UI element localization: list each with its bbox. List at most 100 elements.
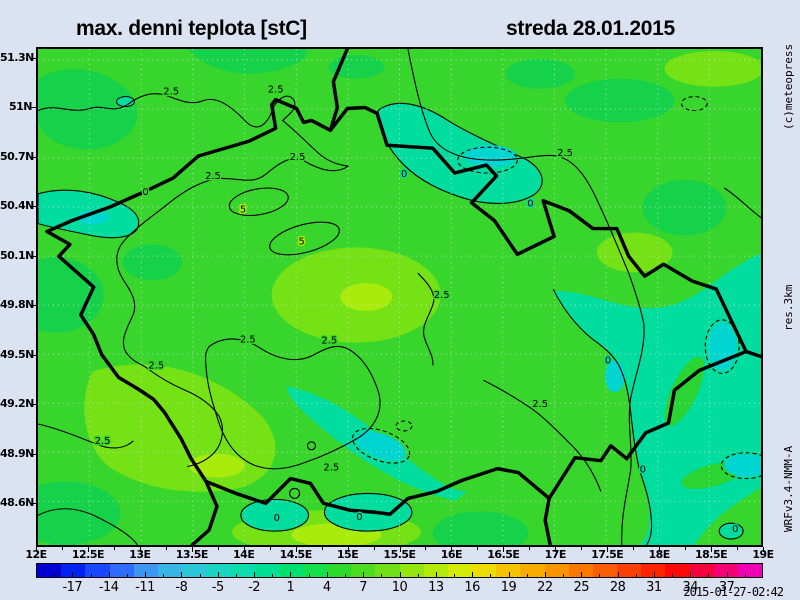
colorbar-tick-label: -2 [248,580,261,595]
lat-tick-label: 50.1N [0,248,34,262]
austria-slovakia-border [543,496,552,545]
lon-tick-label: 15.5E [383,548,416,561]
colorbar-tick-label: 1 [286,580,295,595]
colorbar-segment [375,564,400,577]
lon-tick-label: 18.5E [694,548,728,561]
colorbar-segment [133,564,158,577]
colorbar-segment [689,564,714,577]
contour-label: 0 [732,524,738,535]
lon-tick-label: 13E [129,548,151,561]
country-borders [45,49,761,545]
colorbar-segment [399,564,424,577]
colorbar-tick-label: 16 [464,580,480,595]
colorbar-tick-label: 25 [573,580,590,595]
colorbar-segment [737,564,763,577]
colorbar-segment [665,564,690,577]
contour-label: 0 [401,169,407,180]
lat-tick-label: 48.6N [0,495,34,509]
colorbar-tick-label: -14 [98,580,119,595]
colorbar-segment [37,564,62,577]
temperature-fill-layer [38,49,761,545]
model-label: WRFv3.4-NMM-A [782,445,795,533]
contour-value-labels: 2.5 2.5 2.5 2.5 2.5 2.5 2.5 2.5 2.5 2.5 2.5 2.5 0 0 0 0… [93,83,740,536]
lat-tick-label: 49.5N [0,347,34,361]
contour-label: 2.5 [268,85,284,96]
colorbar-segment [713,564,738,577]
colorbar-segment [423,564,448,577]
colorbar-tick-label: 22 [537,580,553,595]
contour-label: 2.5 [321,336,337,347]
contour-label: 2.5 [163,87,179,98]
lat-tick-label: 49.2N [0,397,34,411]
colorbar-segment [496,564,521,577]
contour-label: 2.5 [290,152,306,163]
colorbar-tick-label: -5 [211,580,224,595]
colorbar-tick-label: -8 [175,580,188,595]
lon-tick-label: 19E [752,548,774,561]
colorbar-tick-label: 31 [646,580,662,595]
contour-label: 0 [274,513,280,524]
colorbar-segment [230,564,255,577]
colorbar-segment [568,564,593,577]
colorbar-segment [182,564,207,577]
colorbar-tick-label: 34 [682,580,699,595]
colorbar-segment [278,564,303,577]
colorbar-tick-label: -11 [135,580,155,595]
lon-tick-label: 12E [25,548,47,561]
colorbar-segment [617,564,642,577]
colorbar-segment [351,564,376,577]
resolution-label: res.3km [782,284,795,332]
temperature-colorbar [36,563,763,578]
lon-tick-label: 18E [648,548,670,561]
lat-tick-label: 50.7N [0,149,34,163]
colorbar-segment [254,564,279,577]
germany-poland-border [328,49,350,133]
forecast-date: streda 28.01.2015 [506,17,675,40]
lat-tick-label: 50.4N [0,199,34,213]
colorbar-tick-label: 13 [428,580,444,595]
lon-tick-label: 16E [440,548,463,561]
colorbar-segment [109,564,134,577]
run-timestamp: 2015-01-27-02:42 [683,585,784,599]
colorbar-tick-label: 10 [391,580,408,595]
contour-label: 0 [142,187,148,198]
colorbar-segment [61,564,86,577]
contour-label: 5 [299,236,305,247]
lat-tick-label: 48.9N [0,446,34,460]
lat-tick-label: 51N [8,100,33,114]
lon-tick-label: 13.5E [175,548,209,561]
lat-tick-label: 51.3N [0,51,34,64]
contour-label: 0 [356,512,362,523]
colorbar-segment [641,564,666,577]
contour-label: 2.5 [323,463,339,474]
lon-tick-label: 14.5E [279,548,313,561]
colorbar-tick-label: 4 [322,580,331,595]
contour-label: 0 [640,465,646,476]
colorbar-segment [206,564,231,577]
colorbar-segment [327,564,352,577]
colorbar-segment [157,564,183,577]
lon-tick-label: 14E [233,548,255,561]
slovakia-poland-border [744,349,761,359]
contour-label: 2.5 [240,335,256,346]
lon-tick-label: 17E [544,548,567,561]
contour-label: 5 [240,205,246,216]
map-canvas: 2.5 2.5 2.5 2.5 2.5 2.5 2.5 2.5 2.5 2.5 2.5 2.5 0 0 0 0… [36,47,763,547]
page-title: max. denni teplota [stC] [76,17,307,40]
colorbar-segment [447,564,473,577]
lon-tick-label: 17.5E [591,548,624,561]
publisher-credit: (c)meteopress [782,43,795,131]
colorbar-tick-label: 37 [718,580,735,595]
lon-tick-label: 16.5E [487,548,520,561]
lon-tick-label: 15E [336,548,359,561]
colorbar-tick-label: 28 [609,580,626,595]
colorbar-segment [85,564,110,577]
lon-tick-label: 12.5E [71,548,105,561]
colorbar-tick-label: 19 [500,580,517,595]
contour-label: 2.5 [205,171,221,182]
contour-label: 0 [605,355,611,366]
contour-label: 0 [527,199,533,210]
temperature-map-svg: 2.5 2.5 2.5 2.5 2.5 2.5 2.5 2.5 2.5 2.5 2.5 2.5 0 0 0 0… [38,49,761,545]
contour-label: 2.5 [434,290,450,301]
